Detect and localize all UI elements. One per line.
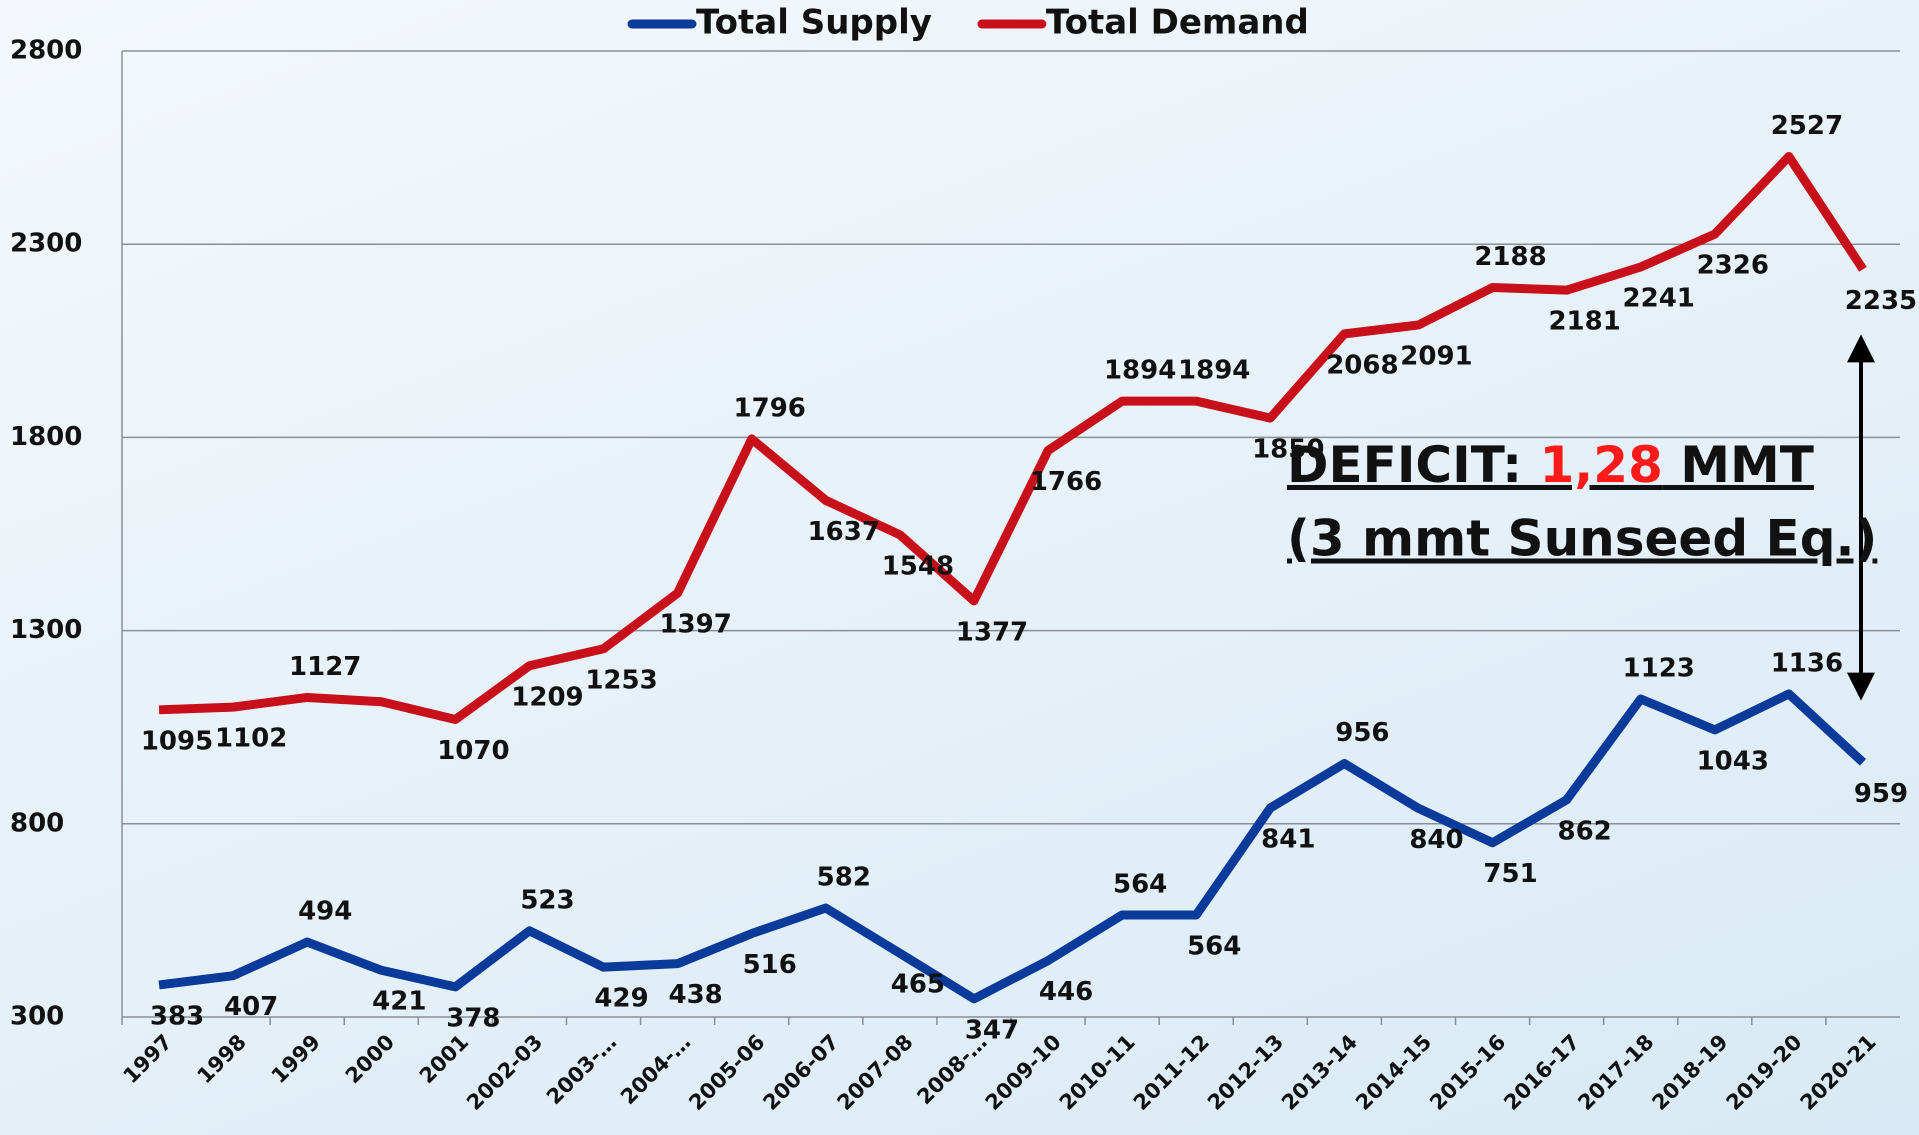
- x-tick-label: 2012-13: [1203, 1030, 1288, 1115]
- data-label: 1209: [511, 682, 583, 712]
- data-label: 2235: [1845, 286, 1917, 316]
- data-label: 959: [1854, 779, 1908, 809]
- data-label: 2188: [1474, 242, 1546, 272]
- x-tick-label: 2013-14: [1277, 1030, 1362, 1115]
- data-label: 465: [891, 970, 945, 1000]
- x-tick-label: 1999: [267, 1030, 325, 1088]
- data-label: 751: [1483, 859, 1537, 889]
- data-label: 1377: [956, 617, 1028, 647]
- y-tick-label: 1300: [10, 615, 82, 645]
- y-tick-label: 1800: [10, 422, 82, 452]
- y-tick-label: 800: [10, 808, 64, 838]
- deficit-note: DEFICIT: 1,28 MMT: [1287, 436, 1814, 494]
- y-tick-label: 2300: [10, 229, 82, 259]
- x-tick-label: 1998: [193, 1030, 251, 1088]
- data-label: 347: [965, 1015, 1019, 1045]
- x-tick-label: 2020-21: [1796, 1030, 1881, 1115]
- x-tick-label: 2017-18: [1573, 1030, 1658, 1115]
- data-label: 494: [298, 897, 352, 927]
- data-label: 421: [372, 987, 426, 1017]
- legend-label: Total Demand: [1046, 3, 1309, 43]
- x-tick-label: 2001: [415, 1030, 473, 1088]
- x-tick-label: 2002-03: [462, 1030, 547, 1115]
- data-label: 2241: [1623, 283, 1695, 313]
- y-tick-label: 300: [10, 1002, 64, 1032]
- note-suffix: MMT: [1663, 436, 1814, 494]
- data-label: 2181: [1548, 307, 1620, 337]
- data-label: 841: [1261, 824, 1315, 854]
- data-label: 407: [224, 992, 278, 1022]
- data-label: 429: [594, 984, 648, 1014]
- x-tick-label: 1997: [119, 1030, 177, 1088]
- legend-label: Total Supply: [696, 3, 932, 43]
- x-tick-label: 2015-16: [1425, 1030, 1510, 1115]
- data-label: 564: [1113, 869, 1167, 899]
- x-tick-label: 2007-08: [833, 1030, 918, 1115]
- data-label: 956: [1335, 718, 1389, 748]
- note-highlight: 1,28: [1540, 436, 1663, 494]
- y-tick-label: 2800: [10, 36, 82, 66]
- data-label: 2527: [1771, 111, 1843, 141]
- note-prefix: DEFICIT:: [1287, 436, 1540, 494]
- series-line: [159, 694, 1863, 999]
- x-tick-label: 2016-17: [1499, 1030, 1584, 1115]
- data-label: 1850: [1252, 435, 1324, 465]
- data-label: 1136: [1771, 648, 1843, 678]
- data-label: 1095: [141, 726, 213, 756]
- data-label: 1123: [1623, 653, 1695, 683]
- data-label: 523: [520, 885, 574, 915]
- data-label: 1894: [1104, 356, 1176, 386]
- data-label: 1894: [1178, 356, 1250, 386]
- data-label: 2091: [1400, 341, 1472, 371]
- data-label: 1102: [215, 724, 287, 754]
- chart: 300 800 1300 1800 2300 2800 1997 1998 1999 2000 20…: [0, 0, 1919, 1135]
- x-tick-label: 2010-11: [1055, 1030, 1140, 1115]
- x-tick-label: 2004-…: [616, 1030, 695, 1109]
- data-label: 1397: [659, 610, 731, 640]
- x-tick-label: 2006-07: [758, 1030, 843, 1115]
- data-label: 1796: [734, 393, 806, 423]
- x-tick-label: 2019-20: [1722, 1030, 1807, 1115]
- data-label: 1637: [808, 517, 880, 547]
- data-label: 438: [668, 980, 722, 1010]
- x-tick-label: 2005-06: [684, 1030, 769, 1115]
- data-label: 446: [1039, 977, 1093, 1007]
- data-label: 1070: [437, 736, 509, 766]
- data-label: 1548: [882, 551, 954, 581]
- data-label: 564: [1187, 931, 1241, 961]
- data-label: 582: [817, 863, 871, 893]
- data-label: 862: [1557, 816, 1611, 846]
- x-tick-label: 2018-19: [1647, 1030, 1732, 1115]
- x-tick-label: 2011-12: [1129, 1030, 1214, 1115]
- data-label: 2326: [1697, 251, 1769, 281]
- data-label: 2068: [1326, 350, 1398, 380]
- data-label: 1766: [1030, 467, 1102, 497]
- data-label: 516: [743, 950, 797, 980]
- data-label: 1127: [289, 652, 361, 682]
- data-label: 840: [1409, 825, 1463, 855]
- data-label: 1043: [1697, 746, 1769, 776]
- x-tick-label: 2000: [341, 1030, 399, 1088]
- data-label: 383: [150, 1001, 204, 1031]
- data-label: 378: [446, 1003, 500, 1033]
- x-tick-label: 2003-…: [542, 1030, 621, 1109]
- sunseed-note: (3 mmt Sunseed Eq.): [1287, 510, 1877, 568]
- x-tick-label: 2014-15: [1351, 1030, 1436, 1115]
- data-label: 1253: [585, 665, 657, 695]
